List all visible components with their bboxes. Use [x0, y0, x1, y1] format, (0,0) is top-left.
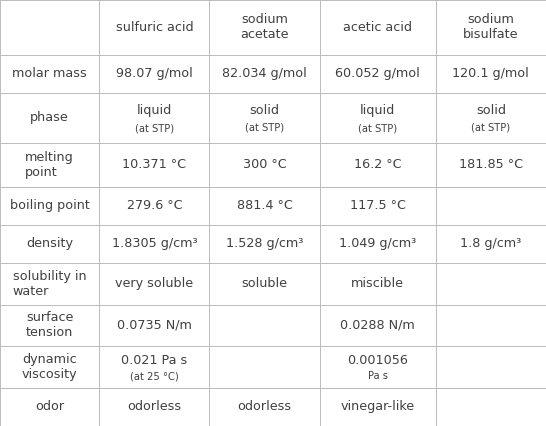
- Text: 1.8305 g/cm³: 1.8305 g/cm³: [111, 237, 197, 250]
- Text: 300 °C: 300 °C: [243, 158, 287, 171]
- Text: 181.85 °C: 181.85 °C: [459, 158, 523, 171]
- Text: (at 25 °C): (at 25 °C): [130, 371, 179, 381]
- Text: odor: odor: [35, 400, 64, 414]
- Text: 1.049 g/cm³: 1.049 g/cm³: [339, 237, 417, 250]
- Text: 1.8 g/cm³: 1.8 g/cm³: [460, 237, 521, 250]
- Text: 60.052 g/mol: 60.052 g/mol: [335, 67, 420, 80]
- Text: boiling point: boiling point: [10, 199, 90, 212]
- Text: 881.4 °C: 881.4 °C: [237, 199, 293, 212]
- Text: Pa s: Pa s: [368, 371, 388, 381]
- Text: liquid: liquid: [360, 104, 395, 117]
- Text: melting
point: melting point: [25, 151, 74, 179]
- Text: odorless: odorless: [127, 400, 181, 414]
- Text: soluble: soluble: [242, 277, 288, 290]
- Text: 0.0735 N/m: 0.0735 N/m: [117, 319, 192, 332]
- Text: dynamic
viscosity: dynamic viscosity: [22, 353, 78, 381]
- Text: 120.1 g/mol: 120.1 g/mol: [453, 67, 529, 80]
- Text: solubility in
water: solubility in water: [13, 270, 86, 298]
- Text: 0.001056: 0.001056: [347, 354, 408, 367]
- Text: solid: solid: [250, 104, 280, 117]
- Text: very soluble: very soluble: [115, 277, 193, 290]
- Text: (at STP): (at STP): [135, 124, 174, 134]
- Text: 279.6 °C: 279.6 °C: [127, 199, 182, 212]
- Text: molar mass: molar mass: [12, 67, 87, 80]
- Text: 16.2 °C: 16.2 °C: [354, 158, 401, 171]
- Text: liquid: liquid: [136, 104, 172, 117]
- Text: 0.0288 N/m: 0.0288 N/m: [340, 319, 415, 332]
- Text: 0.021 Pa s: 0.021 Pa s: [121, 354, 187, 367]
- Text: 117.5 °C: 117.5 °C: [350, 199, 406, 212]
- Text: 1.528 g/cm³: 1.528 g/cm³: [226, 237, 304, 250]
- Text: miscible: miscible: [351, 277, 404, 290]
- Text: sulfuric acid: sulfuric acid: [116, 21, 193, 34]
- Text: sodium
bisulfate: sodium bisulfate: [463, 13, 519, 41]
- Text: solid: solid: [476, 104, 506, 117]
- Text: (at STP): (at STP): [245, 123, 284, 133]
- Text: density: density: [26, 237, 73, 250]
- Text: acetic acid: acetic acid: [343, 21, 412, 34]
- Text: sodium
acetate: sodium acetate: [240, 13, 289, 41]
- Text: 82.034 g/mol: 82.034 g/mol: [222, 67, 307, 80]
- Text: phase: phase: [30, 111, 69, 124]
- Text: (at STP): (at STP): [471, 123, 511, 133]
- Text: 98.07 g/mol: 98.07 g/mol: [116, 67, 193, 80]
- Text: surface
tension: surface tension: [26, 311, 73, 340]
- Text: odorless: odorless: [238, 400, 292, 414]
- Text: (at STP): (at STP): [358, 124, 397, 134]
- Text: 10.371 °C: 10.371 °C: [122, 158, 186, 171]
- Text: vinegar-like: vinegar-like: [341, 400, 415, 414]
